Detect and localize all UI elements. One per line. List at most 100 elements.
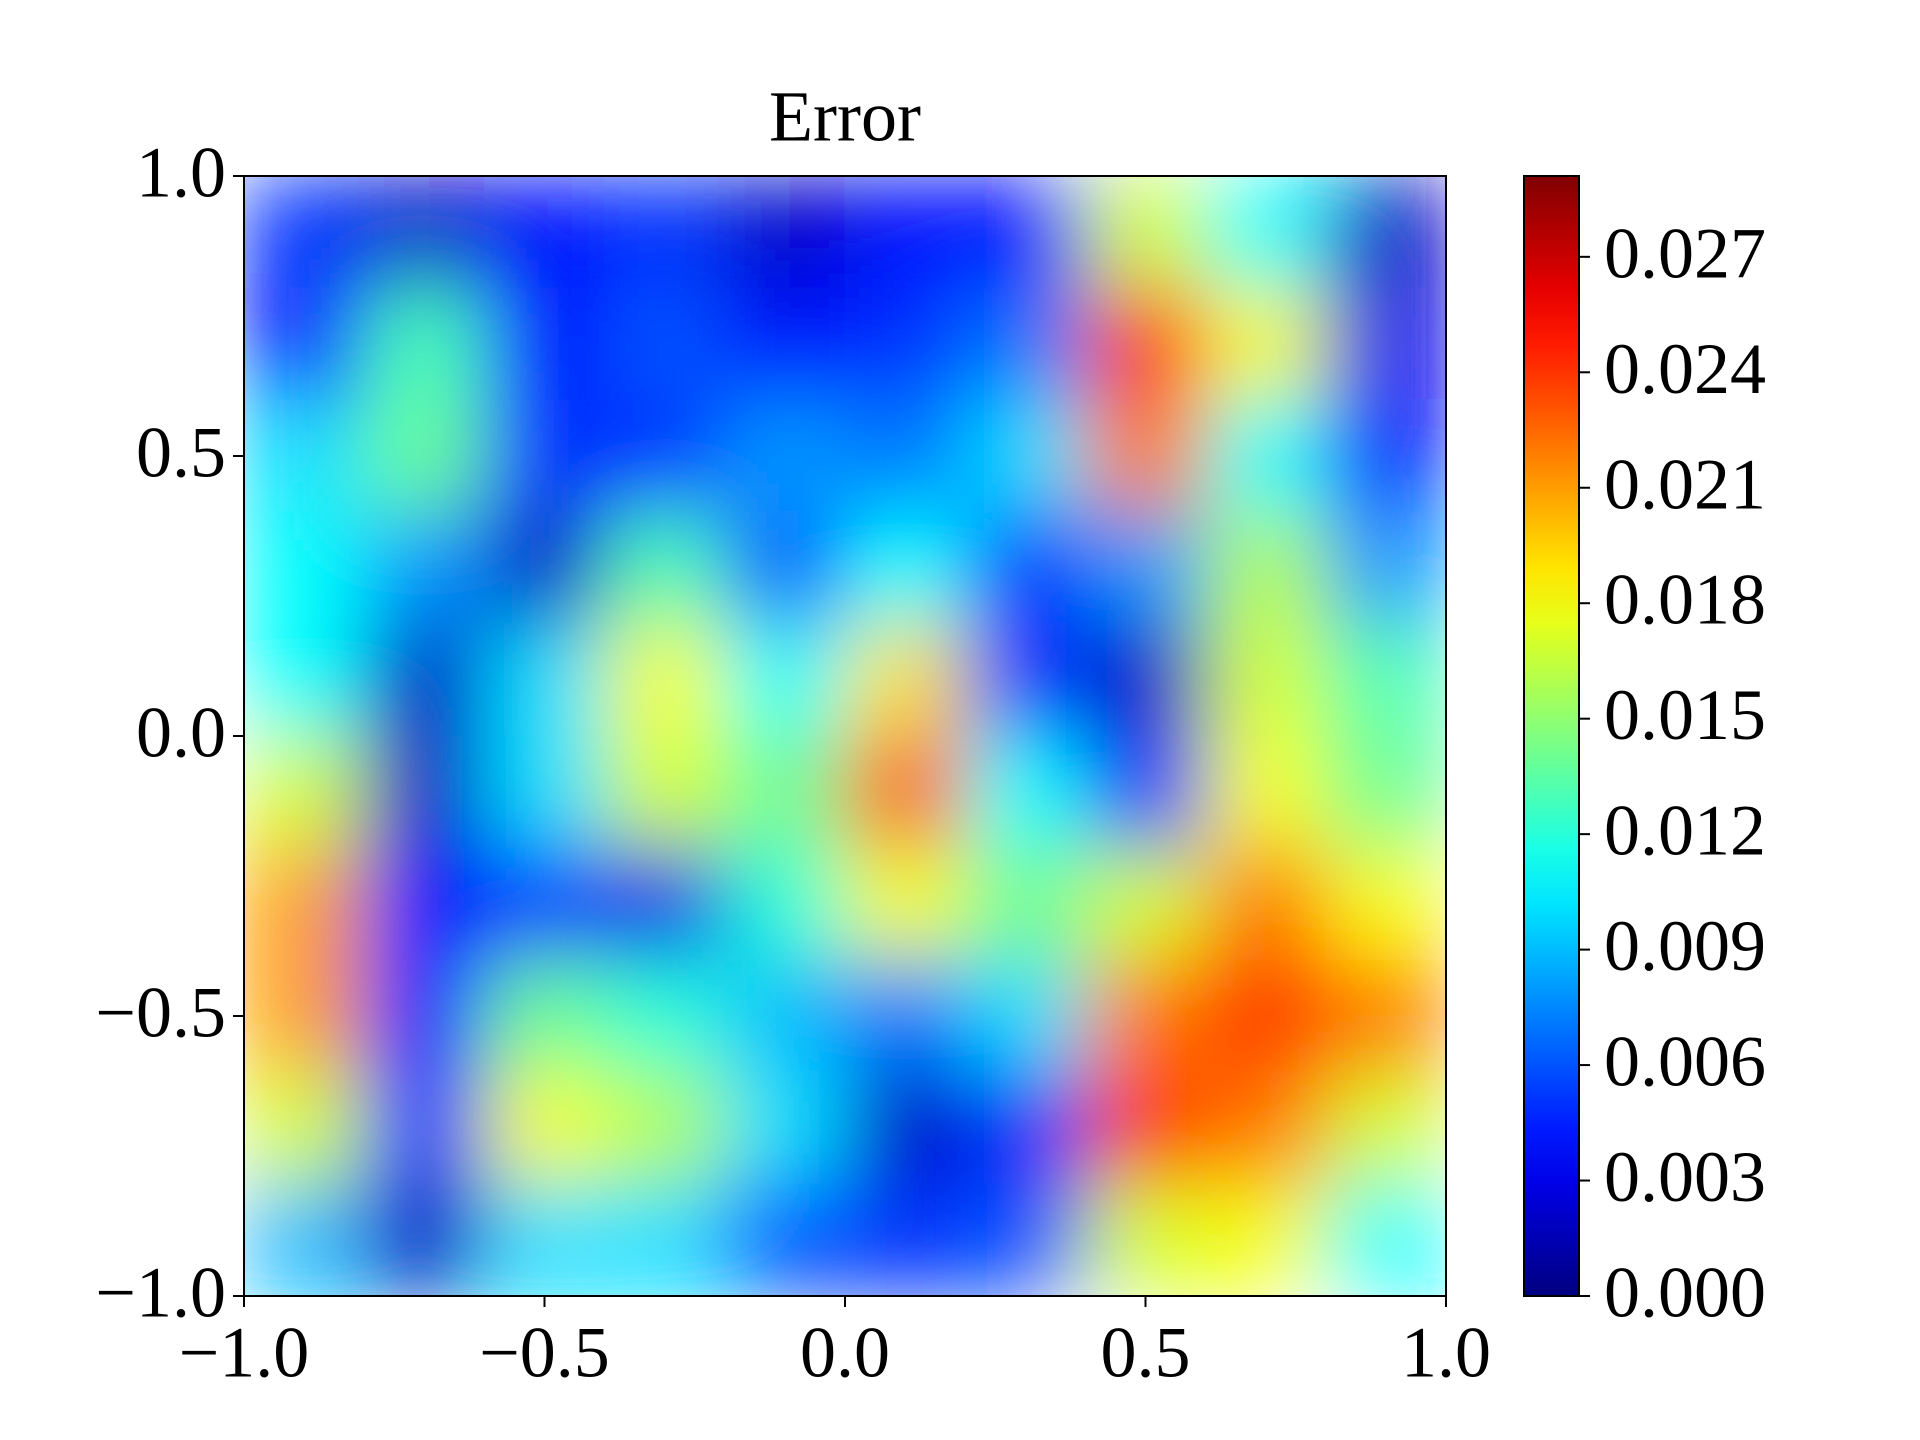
heatmap-cell — [724, 847, 846, 961]
heatmap-cell — [483, 735, 606, 849]
heatmap-cell — [363, 735, 485, 849]
x-tick-label: −1.0 — [179, 1313, 310, 1393]
heatmap-cell — [964, 847, 1086, 961]
x-tick-label: −0.5 — [479, 1313, 610, 1393]
y-tick-label: 0.5 — [136, 413, 226, 493]
heatmap-cell — [1325, 959, 1446, 1073]
colorbar-tick-label: 0.009 — [1604, 906, 1766, 986]
heatmap-cell — [1084, 623, 1207, 737]
heatmap-cell — [1325, 847, 1446, 961]
y-tick-label: −1.0 — [95, 1253, 226, 1333]
heatmap-cell — [964, 623, 1086, 737]
heatmap-cell — [483, 1183, 606, 1296]
heatmap-cell — [604, 399, 726, 513]
heatmap-cell — [244, 959, 365, 1073]
heatmap-cell — [363, 1071, 485, 1185]
heatmap-cell — [483, 959, 606, 1073]
heatmap-cell — [604, 623, 726, 737]
heatmap-cell — [363, 399, 485, 513]
heatmap-cell — [964, 1071, 1086, 1185]
x-tick-label: 0.0 — [800, 1313, 890, 1393]
heatmap-cell — [363, 1183, 485, 1296]
heatmap-cell — [1325, 287, 1446, 401]
heatmap-cell — [1205, 959, 1327, 1073]
heatmap-cell — [604, 959, 726, 1073]
heatmap-cell — [363, 176, 485, 289]
heatmap-cell — [1325, 176, 1446, 289]
heatmap-cell — [1205, 1183, 1327, 1296]
colorbar-tick-label: 0.027 — [1604, 213, 1766, 293]
heatmap-cell — [604, 847, 726, 961]
heatmap-cell — [1325, 1071, 1446, 1185]
heatmap-cell — [1084, 1183, 1207, 1296]
x-tick-label: 0.5 — [1101, 1313, 1191, 1393]
heatmap-cell — [1084, 176, 1207, 289]
heatmap-cell — [363, 623, 485, 737]
heatmap-cell — [724, 1071, 846, 1185]
x-tick-label: 1.0 — [1401, 1313, 1491, 1393]
heatmap-cell — [1325, 511, 1446, 625]
heatmap-cell — [1084, 1071, 1207, 1185]
heatmap-cell — [964, 399, 1086, 513]
heatmap-cell — [844, 511, 966, 625]
heatmap-cell — [244, 623, 365, 737]
heatmap-cells — [244, 176, 1446, 1296]
colorbar — [1523, 175, 1580, 1297]
heatmap-cell — [1325, 399, 1446, 513]
heatmap-cell — [724, 735, 846, 849]
heatmap-cell — [1205, 1071, 1327, 1185]
colorbar-tick-label: 0.003 — [1604, 1137, 1766, 1217]
heatmap-cell — [604, 735, 726, 849]
heatmap-cell — [244, 1183, 365, 1296]
colorbar-tick-label: 0.018 — [1604, 560, 1766, 640]
heatmap-cell — [483, 847, 606, 961]
heatmap-cell — [964, 959, 1086, 1073]
heatmap-cell — [363, 959, 485, 1073]
heatmap-cell — [844, 287, 966, 401]
heatmap-cell — [363, 511, 485, 625]
heatmap-cell — [483, 623, 606, 737]
heatmap-cell — [844, 1183, 966, 1296]
heatmap-cell — [604, 1183, 726, 1296]
heatmap-cell — [1084, 847, 1207, 961]
heatmap-cell — [724, 1183, 846, 1296]
heatmap-cell — [604, 511, 726, 625]
heatmap-cell — [844, 735, 966, 849]
heatmap-cell — [1325, 735, 1446, 849]
heatmap-cell — [844, 399, 966, 513]
colorbar-tick-label: 0.021 — [1604, 444, 1766, 524]
heatmap-cell — [724, 176, 846, 289]
colorbar-tick-label: 0.015 — [1604, 675, 1766, 755]
axes: −1.0 −0.5 0.0 0.5 1.0 −1.0 −0.5 0.0 0.5 1.0 0.000 0… — [95, 133, 1766, 1393]
heatmap-cell — [1205, 847, 1327, 961]
heatmap-cell — [244, 1071, 365, 1185]
heatmap-cell — [1205, 176, 1327, 289]
heatmap-cell — [1205, 735, 1327, 849]
heatmap-cell — [724, 287, 846, 401]
heatmap-cell — [1084, 959, 1207, 1073]
heatmap-cell — [1205, 287, 1327, 401]
heatmap-cell — [724, 511, 846, 625]
colorbar-tick-label: 0.006 — [1604, 1022, 1766, 1102]
heatmap-cell — [1084, 287, 1207, 401]
heatmap-area — [244, 176, 1446, 1296]
heatmap-cell — [964, 287, 1086, 401]
heatmap-cell — [844, 1071, 966, 1185]
y-tick-label: 0.0 — [136, 693, 226, 773]
colorbar-tick-label: 0.000 — [1604, 1253, 1766, 1333]
heatmap-cell — [964, 176, 1086, 289]
heatmap-cell — [1084, 399, 1207, 513]
heatmap-cell — [604, 287, 726, 401]
heatmap-cell — [244, 847, 365, 961]
heatmap-cell — [244, 399, 365, 513]
heatmap-cell — [363, 287, 485, 401]
heatmap-cell — [483, 1071, 606, 1185]
heatmap-cell — [964, 511, 1086, 625]
heatmap-cell — [844, 176, 966, 289]
heatmap-cell — [483, 176, 606, 289]
heatmap-cell — [244, 176, 365, 289]
heatmap-cell — [724, 399, 846, 513]
heatmap-cell — [844, 959, 966, 1073]
